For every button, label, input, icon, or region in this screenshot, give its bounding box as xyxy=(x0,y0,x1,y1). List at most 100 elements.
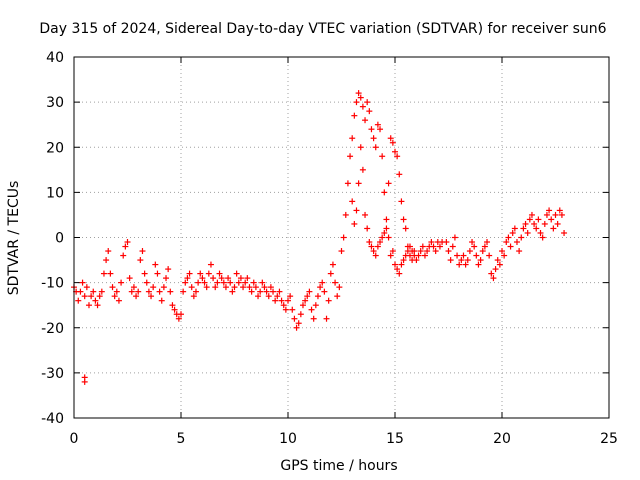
data-point xyxy=(180,288,187,295)
data-point xyxy=(417,248,424,255)
data-point xyxy=(554,220,561,227)
data-point xyxy=(270,288,277,295)
data-point xyxy=(528,211,535,218)
data-point xyxy=(75,297,82,304)
data-point xyxy=(484,239,491,246)
data-point xyxy=(314,293,321,300)
data-point xyxy=(372,252,379,259)
data-point xyxy=(366,239,373,246)
data-point xyxy=(156,288,163,295)
data-point xyxy=(383,216,390,223)
data-point xyxy=(387,252,394,259)
data-point xyxy=(503,239,510,246)
data-point xyxy=(479,248,486,255)
data-point xyxy=(359,166,366,173)
data-point xyxy=(507,243,514,250)
data-point xyxy=(351,220,358,227)
data-point xyxy=(190,293,197,300)
data-point xyxy=(428,239,435,246)
data-point xyxy=(201,279,208,286)
data-point xyxy=(135,288,142,295)
data-point xyxy=(278,297,285,304)
data-point xyxy=(406,243,413,250)
data-point xyxy=(353,207,360,214)
data-point xyxy=(210,275,217,282)
data-point xyxy=(364,225,371,232)
y-tick-label: 40 xyxy=(46,50,64,66)
data-point xyxy=(327,270,334,277)
data-point xyxy=(122,243,129,250)
data-point xyxy=(381,229,388,236)
data-point xyxy=(513,239,520,246)
data-point xyxy=(81,293,88,300)
data-point xyxy=(205,270,212,277)
data-point xyxy=(214,279,221,286)
data-point xyxy=(355,90,362,97)
x-tick-label: 5 xyxy=(177,431,186,447)
data-point xyxy=(207,261,214,268)
data-point xyxy=(357,144,364,151)
data-point xyxy=(402,225,409,232)
data-point xyxy=(94,302,101,309)
data-point xyxy=(334,293,341,300)
data-point xyxy=(537,229,544,236)
data-point xyxy=(113,288,120,295)
data-point xyxy=(419,243,426,250)
data-point xyxy=(520,225,527,232)
data-point xyxy=(524,229,531,236)
data-point xyxy=(415,252,422,259)
data-point xyxy=(368,243,375,250)
data-point xyxy=(368,126,375,133)
data-point xyxy=(280,302,287,309)
data-point xyxy=(81,378,88,385)
data-point xyxy=(160,284,167,291)
data-point xyxy=(421,252,428,259)
data-point xyxy=(107,270,114,277)
data-point xyxy=(88,293,95,300)
data-point xyxy=(195,279,202,286)
data-point xyxy=(347,153,354,160)
data-point xyxy=(400,257,407,264)
data-point xyxy=(96,293,103,300)
data-point xyxy=(98,288,105,295)
data-point xyxy=(163,275,170,282)
data-point xyxy=(115,297,122,304)
data-point xyxy=(85,302,92,309)
data-point xyxy=(109,284,116,291)
data-point xyxy=(383,225,390,232)
data-point xyxy=(475,261,482,268)
data-point xyxy=(124,239,131,246)
data-point xyxy=(246,284,253,291)
data-point xyxy=(218,275,225,282)
data-point xyxy=(235,279,242,286)
data-point xyxy=(451,234,458,241)
y-tick-label: -30 xyxy=(41,366,64,382)
data-point xyxy=(385,234,392,241)
data-point xyxy=(359,103,366,110)
data-point xyxy=(252,284,259,291)
data-point xyxy=(222,284,229,291)
data-point xyxy=(447,257,454,264)
data-point xyxy=(306,288,313,295)
x-tick-label: 10 xyxy=(279,431,297,447)
data-point xyxy=(511,225,518,232)
data-point xyxy=(105,248,112,255)
data-point xyxy=(267,284,274,291)
data-point xyxy=(499,248,505,255)
data-point xyxy=(250,279,257,286)
data-point xyxy=(362,211,369,218)
data-point xyxy=(165,266,172,273)
data-point xyxy=(464,257,471,264)
data-point xyxy=(192,288,199,295)
data-point xyxy=(349,135,356,142)
data-point xyxy=(454,252,461,259)
data-point xyxy=(486,252,493,259)
data-point xyxy=(402,252,409,259)
data-point xyxy=(240,284,247,291)
data-point xyxy=(389,139,396,146)
data-point xyxy=(220,279,227,286)
data-point xyxy=(143,279,150,286)
data-point xyxy=(145,288,152,295)
data-point xyxy=(460,252,467,259)
